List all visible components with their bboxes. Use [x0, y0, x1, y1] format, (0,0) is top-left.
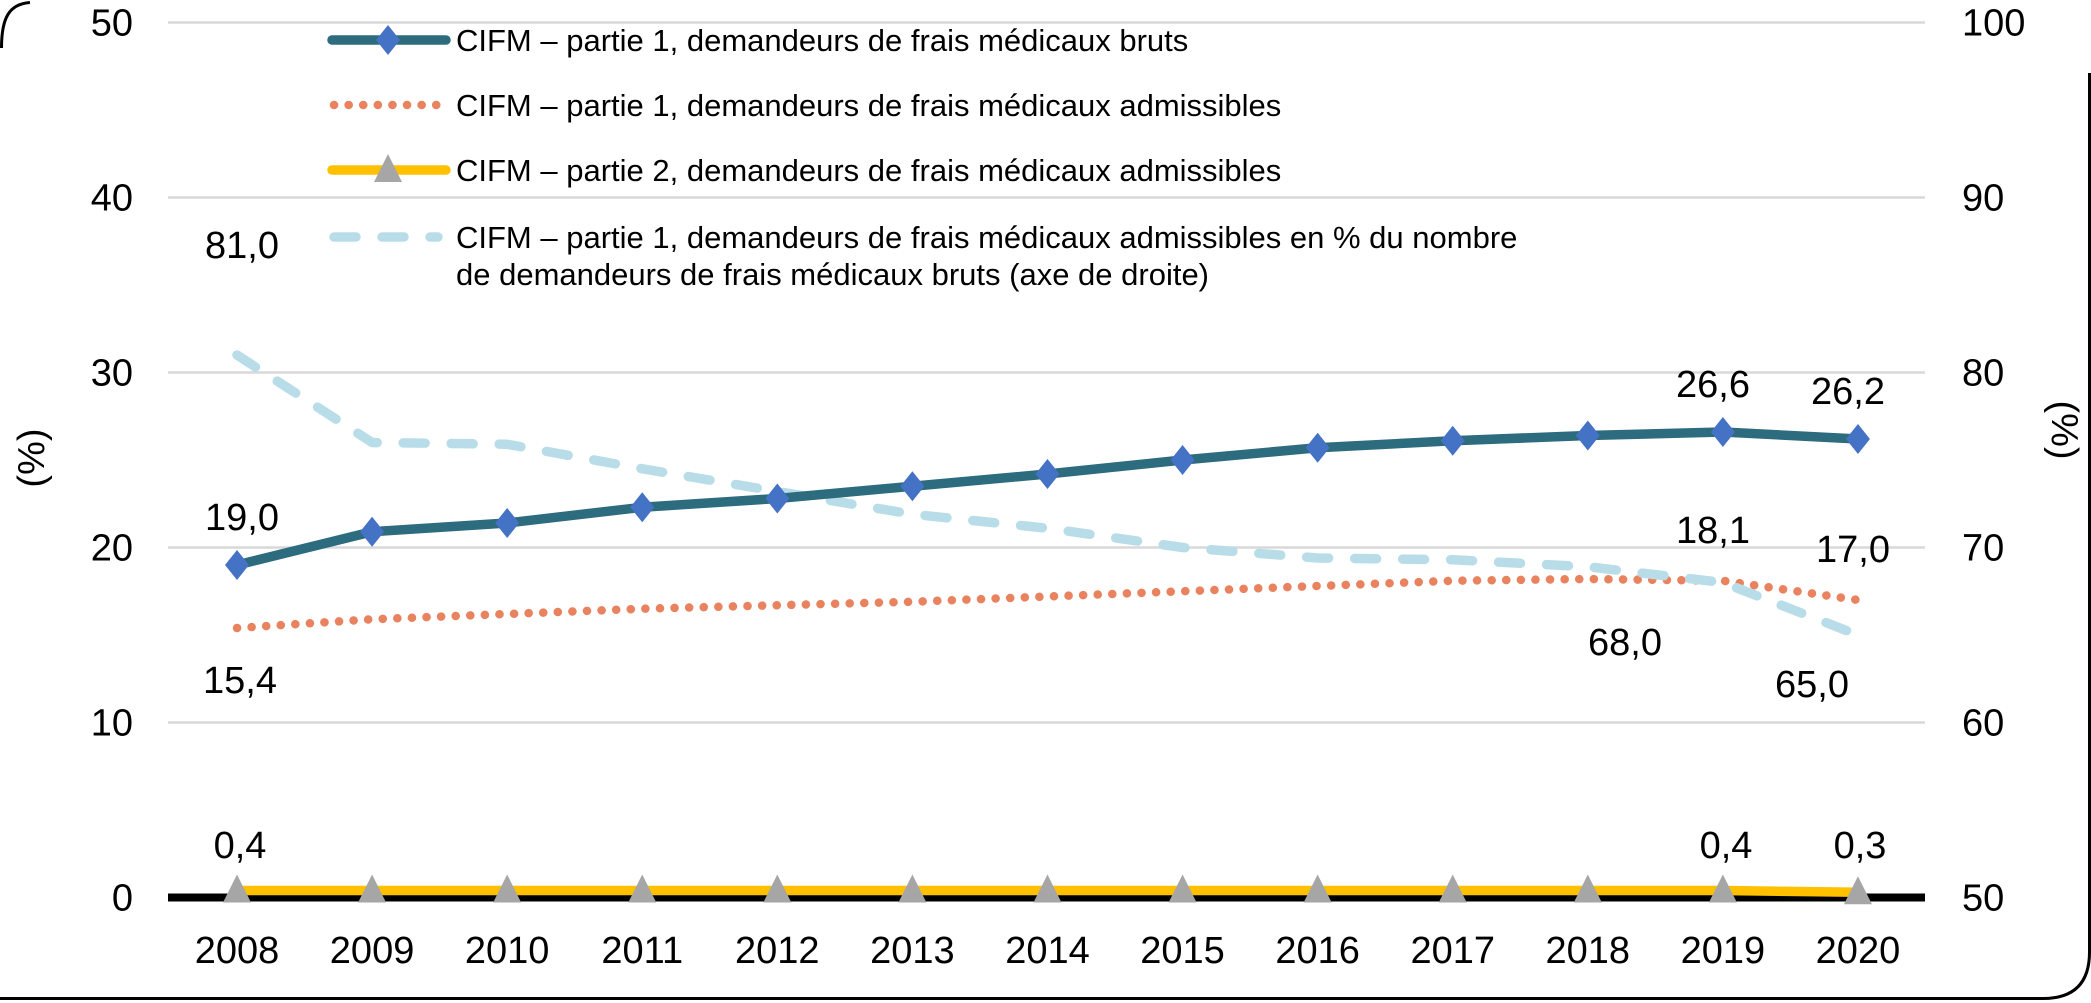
- data-label-bruts: 26,2: [1811, 371, 1885, 413]
- legend-label: CIFM – partie 1, demandeurs de frais méd…: [456, 88, 1281, 123]
- series-line-admissibles-p1: [232, 574, 1863, 633]
- right-axis-tick-label: 90: [1962, 178, 2004, 220]
- series-line-ratio: [232, 350, 1863, 640]
- x-axis-year-label: 2012: [735, 930, 820, 972]
- diamond-marker: [900, 471, 925, 502]
- triangle-marker: [1708, 874, 1737, 903]
- data-label-admissibles-p2: 0,4: [214, 825, 267, 867]
- figure-border-top-left-arc: [0, 1, 31, 49]
- left-axis-tick-label: 50: [91, 3, 133, 45]
- triangle-marker: [763, 874, 792, 903]
- triangle-marker: [1303, 874, 1332, 903]
- triangle-marker: [1438, 874, 1467, 903]
- x-axis-year-label: 2009: [330, 930, 415, 972]
- diamond-marker: [1710, 417, 1735, 447]
- triangle-marker: [358, 874, 387, 903]
- x-axis-year-label: 2016: [1275, 930, 1360, 972]
- data-label-bruts: 19,0: [205, 497, 279, 539]
- triangle-marker: [493, 874, 522, 903]
- x-axis-year-label: 2015: [1140, 930, 1225, 972]
- left-axis-title: (%): [11, 428, 53, 487]
- right-axis-tick-label: 60: [1962, 703, 2004, 745]
- triangle-marker: [628, 874, 657, 903]
- x-axis-year-label: 2018: [1546, 930, 1631, 972]
- data-label-bruts: 26,6: [1676, 364, 1750, 406]
- right-axis-tick-label: 80: [1962, 353, 2004, 395]
- legend-item-admissibles-p2: CIFM – partie 2, demandeurs de frais méd…: [327, 153, 1281, 188]
- diamond-marker: [1305, 432, 1330, 463]
- right-axis-tick-label: 50: [1962, 878, 2004, 920]
- figure-border: [0, 73, 2091, 1000]
- x-axis-year-label: 2014: [1005, 930, 1090, 972]
- data-label-ratio: 81,0: [205, 225, 279, 267]
- legend-item-admissibles-p1: CIFM – partie 1, demandeurs de frais méd…: [329, 88, 1281, 123]
- x-axis-year-label: 2011: [601, 930, 683, 972]
- right-axis-tick-label: 100: [1962, 3, 2025, 45]
- x-axis-year-label: 2013: [870, 930, 955, 972]
- legend-item-ratio: CIFM – partie 1, demandeurs de frais méd…: [329, 220, 1517, 292]
- legend-label: CIFM – partie 1, demandeurs de frais méd…: [456, 23, 1188, 58]
- x-axis-year-label: 2008: [195, 930, 280, 972]
- diamond-marker: [1440, 425, 1465, 456]
- data-label-admissibles-p1: 15,4: [203, 660, 277, 702]
- data-label-admissibles-p1: 17,0: [1816, 529, 1890, 571]
- triangle-marker: [898, 874, 927, 903]
- diamond-marker: [360, 516, 385, 547]
- legend-label: de demandeurs de frais médicaux bruts (a…: [456, 257, 1209, 292]
- triangle-marker: [1168, 874, 1197, 903]
- right-axis-tick-label: 70: [1962, 528, 2004, 570]
- diamond-marker: [225, 550, 249, 580]
- data-label-admissibles-p2: 0,4: [1700, 825, 1753, 867]
- triangle-marker: [1033, 874, 1062, 903]
- legend-diamond-marker: [376, 25, 400, 55]
- x-axis-year-label: 2019: [1681, 930, 1766, 972]
- triangle-marker: [1843, 876, 1872, 905]
- diamond-marker: [765, 483, 790, 514]
- left-axis-tick-label: 20: [91, 528, 133, 570]
- legend-triangle-marker: [374, 154, 402, 182]
- left-axis-tick-label: 10: [91, 703, 133, 745]
- left-axis-tick-label: 30: [91, 353, 133, 395]
- diamond-marker: [630, 492, 655, 523]
- series-line-bruts: [232, 427, 1863, 570]
- left-axis-tick-label: 0: [112, 878, 133, 920]
- data-label-admissibles-p1: 18,1: [1676, 510, 1750, 552]
- x-axis-year-label: 2010: [465, 930, 550, 972]
- right-axis-title: (%): [2043, 400, 2085, 459]
- diamond-marker: [1035, 459, 1060, 489]
- x-axis-year-label: 2017: [1410, 930, 1495, 972]
- diamond-marker: [495, 508, 520, 538]
- data-label-ratio: 65,0: [1775, 664, 1849, 706]
- diamond-marker: [1845, 424, 1870, 454]
- triangle-marker: [223, 874, 251, 903]
- left-axis-tick-label: 40: [91, 178, 133, 220]
- data-label-admissibles-p2: 0,3: [1834, 825, 1887, 867]
- triangle-marker: [1573, 874, 1602, 903]
- diamond-marker: [1170, 445, 1195, 475]
- legend-label: CIFM – partie 1, demandeurs de frais méd…: [456, 220, 1517, 255]
- diamond-marker: [1575, 420, 1600, 451]
- legend-label: CIFM – partie 2, demandeurs de frais méd…: [456, 153, 1281, 188]
- x-axis-year-label: 2020: [1816, 930, 1901, 972]
- data-label-ratio: 68,0: [1588, 622, 1662, 664]
- legend-item-bruts: CIFM – partie 1, demandeurs de frais méd…: [327, 23, 1188, 58]
